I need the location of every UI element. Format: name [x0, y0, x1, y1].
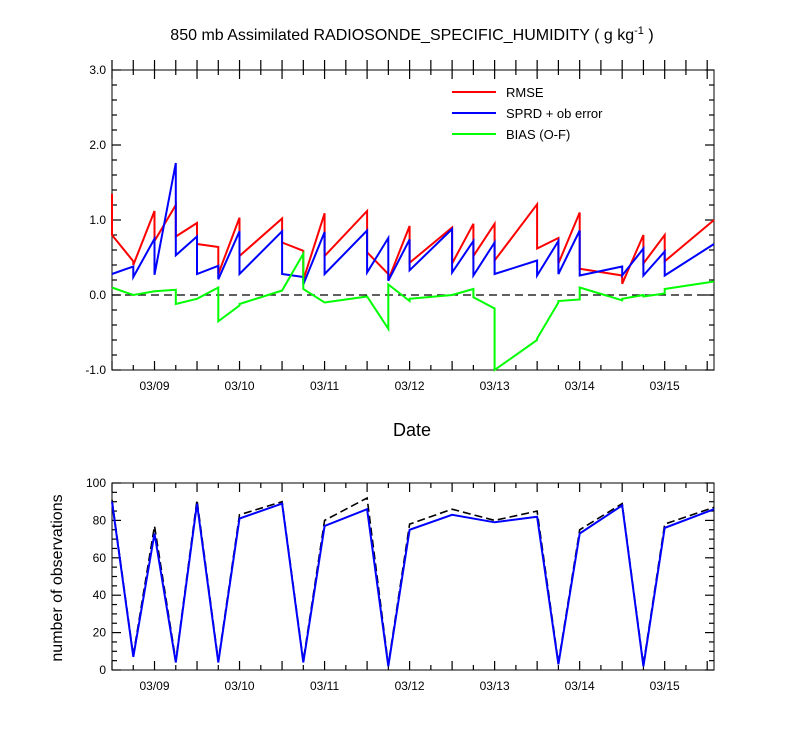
y-tick-label: 0.0 [89, 288, 106, 302]
x-tick-label: 03/11 [310, 379, 339, 393]
x-tick-label: 03/10 [225, 679, 255, 693]
y-tick-label: 1.0 [89, 213, 106, 227]
y-tick-label: 60 [93, 551, 107, 565]
x-tick-label: 03/15 [650, 379, 680, 393]
legend-label: SPRD + ob error [506, 106, 603, 121]
x-tick-label: 03/09 [139, 379, 169, 393]
x-tick-label: 03/12 [395, 679, 425, 693]
series-line-1 [111, 162, 715, 285]
x-tick-label: 03/09 [139, 679, 169, 693]
x-tick-label: 03/14 [565, 679, 595, 693]
y-tick-label: 100 [86, 476, 106, 490]
x-tick-label: 03/10 [225, 379, 255, 393]
top-xaxis-label: Date [393, 420, 431, 440]
top-chart: 03/09 03/10 03/11 03/12 03/13 03/14 03/15 -1.0 0… [85, 60, 715, 393]
x-tick-label: 03/14 [565, 379, 595, 393]
y-tick-label: 40 [93, 588, 107, 602]
y-tick-label: 80 [93, 513, 107, 527]
y-tick-label: 3.0 [89, 63, 106, 77]
y-tick-label: 2.0 [89, 138, 106, 152]
series-line-2 [111, 250, 715, 372]
x-tick-label: 03/12 [395, 379, 425, 393]
legend: RMSE SPRD + ob error BIAS (O-F) [452, 85, 603, 142]
y-tick-label: 20 [93, 626, 107, 640]
legend-label: BIAS (O-F) [506, 127, 570, 142]
legend-label: RMSE [506, 85, 544, 100]
plot-frame [111, 69, 715, 371]
chart-title: 850 mb Assimilated RADIOSONDE_SPECIFIC_H… [170, 25, 653, 44]
bottom-chart: 03/09 03/10 03/11 03/12 03/13 03/14 03/15 0 20 40… [86, 476, 715, 693]
series-line-1 [111, 501, 715, 667]
x-tick-label: 03/15 [650, 679, 680, 693]
series-line-0 [111, 193, 715, 285]
y-tick-label: -1.0 [85, 363, 106, 377]
title-closing: ) [644, 27, 654, 44]
x-tick-label: 03/13 [480, 379, 510, 393]
bottom-yaxis-label: number of observations [49, 494, 66, 661]
title-superscript: -1 [634, 25, 644, 37]
x-tick-label: 03/13 [480, 679, 510, 693]
x-tick-label: 03/11 [310, 679, 339, 693]
y-tick-label: 0 [99, 663, 106, 677]
